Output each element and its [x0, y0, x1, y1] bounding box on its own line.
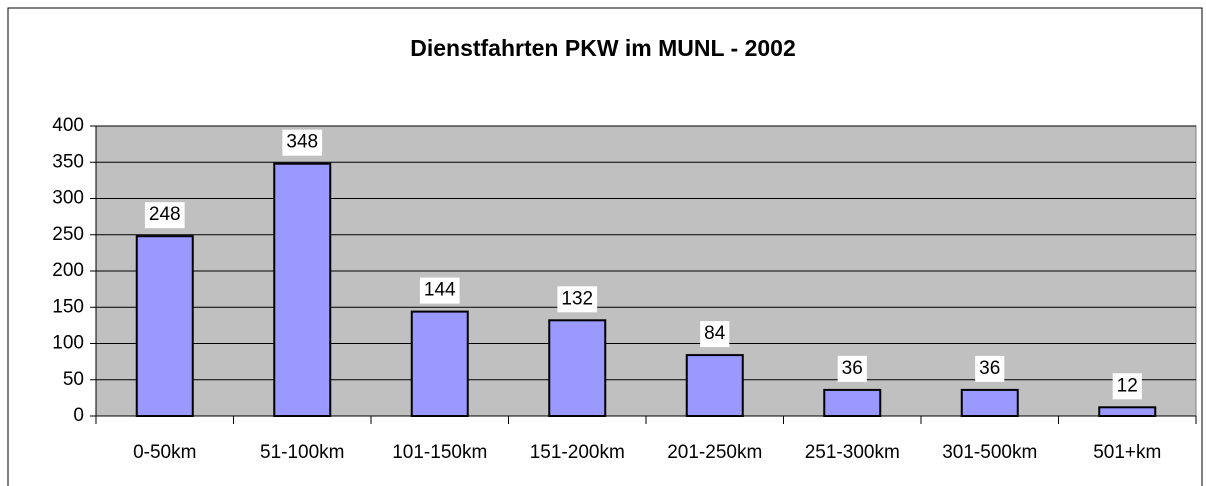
x-tick-label: 151-200km: [530, 442, 625, 463]
data-label-bg: [557, 286, 598, 313]
y-tick-label: 150: [52, 296, 84, 317]
bar: [548, 319, 607, 417]
y-tick-label: 400: [52, 115, 84, 136]
data-label: 36: [979, 358, 1000, 379]
bar: [410, 310, 469, 418]
data-label: 348: [286, 132, 318, 153]
y-tick-label: 50: [63, 369, 84, 390]
bar: [685, 354, 744, 418]
bar: [273, 162, 332, 417]
x-tick-label: 251-300km: [805, 442, 900, 463]
data-label-bg: [1112, 373, 1142, 400]
y-tick-label: 300: [52, 188, 84, 209]
data-label: 36: [842, 358, 863, 379]
y-tick-label: 350: [52, 151, 84, 172]
bar: [135, 235, 194, 417]
y-tick-label: 100: [52, 333, 84, 354]
data-label: 248: [149, 204, 181, 225]
data-label: 84: [704, 323, 726, 344]
data-label-bg: [144, 202, 185, 229]
x-tick-label: 0-50km: [133, 442, 196, 463]
bar: [1098, 406, 1157, 417]
data-label-bg: [700, 321, 730, 348]
data-label: 144: [424, 280, 456, 301]
y-tick-label: 0: [73, 405, 84, 426]
data-label: 12: [1117, 375, 1138, 396]
bar: [960, 388, 1019, 417]
x-tick-label: 201-250km: [667, 442, 762, 463]
y-tick-label: 200: [52, 260, 84, 281]
data-label-bg: [419, 277, 460, 304]
chart-title: Dienstfahrten PKW im MUNL - 2002: [410, 35, 796, 61]
bar: [823, 388, 882, 417]
data-label: 132: [561, 288, 593, 309]
x-tick-label: 301-500km: [942, 442, 1037, 463]
x-tick-label: 51-100km: [260, 442, 345, 463]
y-tick-label: 250: [52, 224, 84, 245]
x-tick-label: 101-150km: [392, 442, 487, 463]
data-label-bg: [837, 355, 867, 382]
data-label-bg: [975, 355, 1005, 382]
x-tick-label: 501+km: [1093, 442, 1161, 463]
data-label-bg: [282, 129, 323, 156]
